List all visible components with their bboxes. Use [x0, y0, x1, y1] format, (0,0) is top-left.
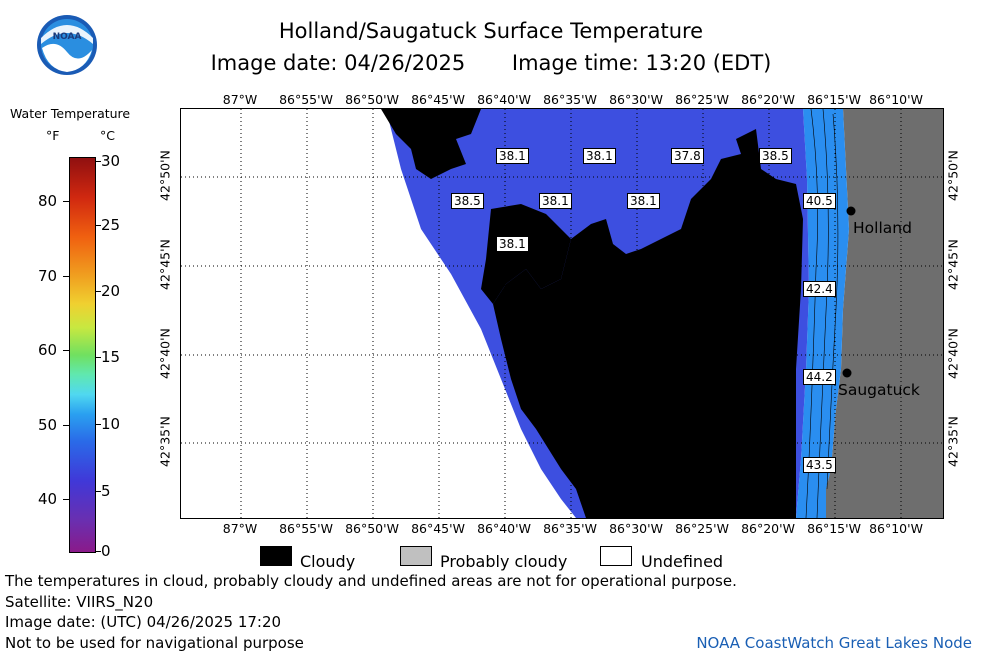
lon-label-bottom: 86°20'W: [741, 521, 795, 536]
legend-tick-mark: [95, 357, 101, 358]
legend-tick-mark: [63, 350, 69, 351]
legend-tick-mark: [63, 499, 69, 500]
lon-label-bottom: 86°15'W: [807, 521, 861, 536]
footer-nav-warning: Not to be used for navigational purpose: [5, 634, 304, 652]
page-title: Holland/Saugatuck Surface Temperature: [278, 19, 704, 43]
lon-label-top: 86°30'W: [609, 92, 663, 107]
map-svg: [181, 109, 943, 518]
legend-tick-mark: [95, 291, 101, 292]
legend-tick-mark: [63, 276, 69, 277]
temp-label: 44.2: [803, 369, 836, 385]
probably-cloudy-swatch: [400, 546, 432, 566]
legend-colorbar: [69, 157, 96, 553]
city-label-saugatuck: Saugatuck: [838, 381, 920, 399]
legend-tick-c: 0: [101, 542, 111, 560]
probably-cloudy-label: Probably cloudy: [440, 552, 568, 571]
lon-label-top: 86°45'W: [411, 92, 465, 107]
lon-label-bottom: 86°30'W: [609, 521, 663, 536]
temp-label: 42.4: [803, 281, 836, 297]
image-datetime: Image date: 04/26/2025 Image time: 13:20…: [0, 51, 982, 75]
lon-label-bottom: 86°25'W: [675, 521, 729, 536]
lon-label-bottom: 86°35'W: [543, 521, 597, 536]
holland-dot: [846, 206, 856, 216]
temp-label: 38.1: [496, 148, 529, 164]
legend-tick-f: 40: [38, 490, 58, 508]
legend-tick-mark: [63, 425, 69, 426]
temp-label: 38.1: [627, 193, 660, 209]
footer-satellite: Satellite: VIIRS_N20: [5, 593, 154, 611]
cloud-mask: [381, 109, 481, 179]
legend-tick-mark: [95, 161, 101, 162]
lon-label-top: 86°55'W: [279, 92, 333, 107]
credit-link[interactable]: NOAA CoastWatch Great Lakes Node: [696, 634, 972, 652]
legend-tick-f: 70: [38, 267, 58, 285]
cloud-mask-main: [493, 129, 803, 518]
lon-label-top: 86°40'W: [477, 92, 531, 107]
lat-label-left: 42°40'N: [157, 328, 173, 379]
coastal-water: [796, 109, 849, 518]
lon-label-top: 86°35'W: [543, 92, 597, 107]
lon-label-bottom: 86°50'W: [345, 521, 399, 536]
legend-tick-mark: [95, 424, 101, 425]
undefined-label: Undefined: [641, 552, 724, 571]
legend-tick-f: 60: [38, 341, 58, 359]
temp-label: 38.5: [759, 148, 792, 164]
lon-label-bottom: 86°10'W: [869, 521, 923, 536]
lat-label-left: 42°35'N: [157, 416, 173, 467]
lon-label-bottom: 86°45'W: [411, 521, 465, 536]
temp-label: 38.1: [539, 193, 572, 209]
legend-tick-c: 5: [101, 482, 111, 500]
lon-label-top: 86°20'W: [741, 92, 795, 107]
legend-tick-f: 80: [38, 192, 58, 210]
map-frame: [180, 108, 944, 519]
image-time: Image time: 13:20 (EDT): [511, 51, 772, 75]
map-grid: [181, 109, 943, 518]
cloud-mask-mid: [481, 204, 571, 304]
temp-label: 38.1: [496, 236, 529, 252]
lat-label-left: 42°50'N: [157, 150, 173, 201]
legend-tick-c: 20: [101, 282, 121, 300]
lat-label-left: 42°45'N: [157, 239, 173, 290]
legend-tick-c: 30: [101, 152, 121, 170]
legend-unit-c: °C: [100, 128, 115, 143]
legend-tick-mark: [95, 491, 101, 492]
cloudy-label: Cloudy: [300, 552, 356, 571]
lon-label-top: 86°25'W: [675, 92, 729, 107]
noaa-logo: NOAA: [36, 14, 98, 76]
lon-label-top: 86°15'W: [807, 92, 861, 107]
lat-label-right: 42°35'N: [945, 416, 961, 467]
lat-label-right: 42°45'N: [945, 239, 961, 290]
undefined-swatch: [600, 546, 632, 566]
legend-tick-mark: [63, 201, 69, 202]
legend-unit-f: °F: [46, 128, 60, 143]
lon-label-bottom: 87°W: [222, 521, 258, 536]
lon-label-bottom: 86°40'W: [477, 521, 531, 536]
legend-tick-c: 10: [101, 415, 121, 433]
lat-label-right: 42°50'N: [945, 150, 961, 201]
footer-utc-date: Image date: (UTC) 04/26/2025 17:20: [5, 613, 282, 631]
lon-label-bottom: 86°55'W: [279, 521, 333, 536]
legend-title: Water Temperature: [10, 106, 131, 121]
legend-tick-c: 25: [101, 216, 121, 234]
temp-label: 40.5: [803, 193, 836, 209]
footer-disclaimer: The temperatures in cloud, probably clou…: [5, 572, 737, 590]
temp-label: 37.8: [671, 148, 704, 164]
lon-label-top: 86°50'W: [345, 92, 399, 107]
temp-label: 38.5: [451, 193, 484, 209]
legend-tick-c: 15: [101, 348, 121, 366]
legend-tick-mark: [95, 551, 101, 552]
city-label-holland: Holland: [853, 219, 912, 237]
legend-tick-mark: [95, 225, 101, 226]
temp-label: 38.1: [583, 148, 616, 164]
lat-label-right: 42°40'N: [945, 328, 961, 379]
lon-label-top: 87°W: [222, 92, 258, 107]
saugatuck-dot: [842, 368, 852, 378]
image-date: Image date: 04/26/2025: [210, 51, 466, 75]
cloudy-swatch: [260, 546, 292, 566]
lon-label-top: 86°10'W: [869, 92, 923, 107]
legend-tick-f: 50: [38, 416, 58, 434]
logo-text: NOAA: [53, 32, 82, 42]
temp-label: 43.5: [803, 457, 836, 473]
